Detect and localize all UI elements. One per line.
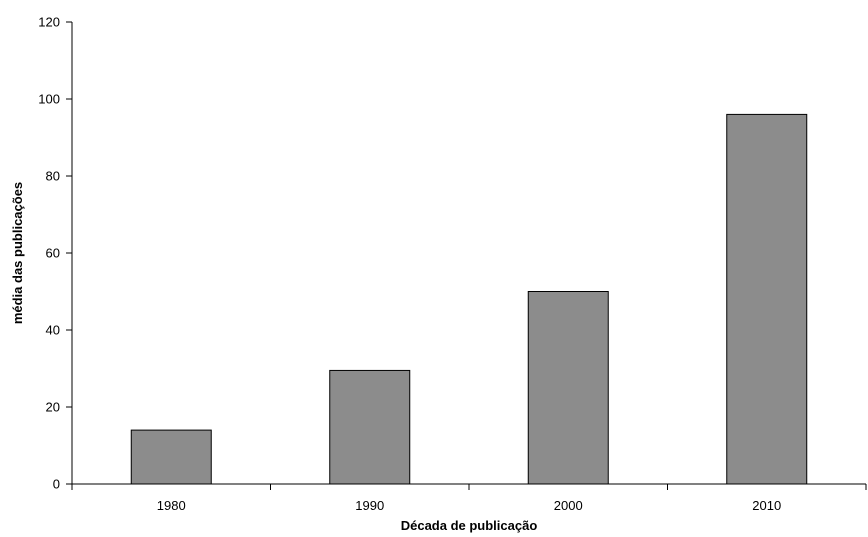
x-tick-label: 1990 xyxy=(355,498,384,513)
bar-1990 xyxy=(329,369,411,485)
bars xyxy=(130,113,808,485)
x-tick-label: 2000 xyxy=(554,498,583,513)
x-tick-label: 2010 xyxy=(752,498,781,513)
x-axis-title: Década de publicação xyxy=(401,518,538,533)
x-tick-label: 1980 xyxy=(157,498,186,513)
y-tick-label: 20 xyxy=(46,400,60,415)
y-tick-label: 60 xyxy=(46,246,60,261)
y-tick-label: 40 xyxy=(46,323,60,338)
y-tick-label: 100 xyxy=(38,92,60,107)
x-axis-ticks: 1980 1990 2000 2010 xyxy=(71,484,867,513)
y-tick-label: 80 xyxy=(46,169,60,184)
y-tick-label: 120 xyxy=(38,15,60,30)
bar-1980 xyxy=(130,429,212,485)
bar-2000 xyxy=(527,291,609,485)
y-tick-label: 0 xyxy=(53,477,60,492)
y-axis-ticks: 0 20 40 60 80 100 120 xyxy=(38,15,72,492)
y-axis-title: média das publicações xyxy=(10,182,25,324)
bar-2010 xyxy=(726,113,808,485)
